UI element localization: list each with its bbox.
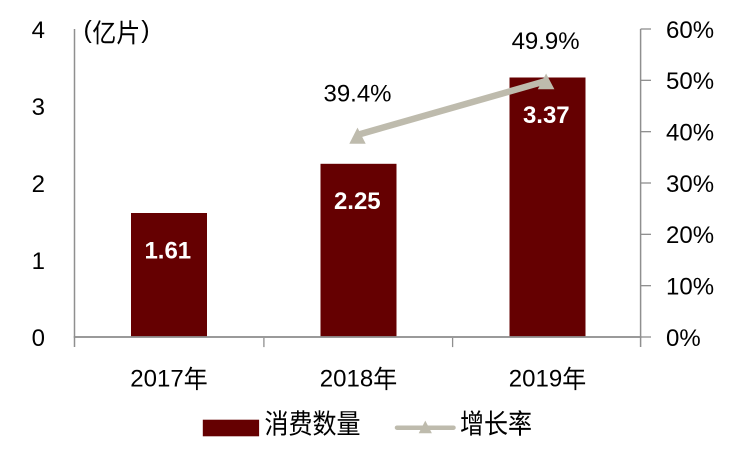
svg-text:39.4%: 39.4% [323, 80, 391, 107]
svg-text:(: ( [84, 16, 93, 44]
svg-text:3.37: 3.37 [523, 102, 570, 129]
svg-text:4: 4 [32, 17, 45, 44]
svg-text:2: 2 [32, 171, 45, 198]
svg-text:10%: 10% [666, 273, 714, 300]
svg-text:60%: 60% [666, 17, 714, 44]
svg-text:1: 1 [32, 248, 45, 275]
svg-text:3: 3 [32, 94, 45, 121]
svg-text:50%: 50% [666, 68, 714, 95]
svg-text:): ) [141, 16, 149, 44]
svg-text:0%: 0% [666, 325, 701, 352]
svg-text:40%: 40% [666, 119, 714, 146]
svg-text:2018: 2018 [320, 366, 373, 393]
svg-text:1.61: 1.61 [144, 237, 191, 264]
svg-text:2.25: 2.25 [334, 188, 381, 215]
svg-text:0: 0 [32, 325, 45, 352]
svg-text:20%: 20% [666, 222, 714, 249]
svg-text:2019: 2019 [509, 366, 562, 393]
svg-text:30%: 30% [666, 171, 714, 198]
svg-text:49.9%: 49.9% [512, 28, 580, 55]
svg-text:2017: 2017 [130, 366, 183, 393]
